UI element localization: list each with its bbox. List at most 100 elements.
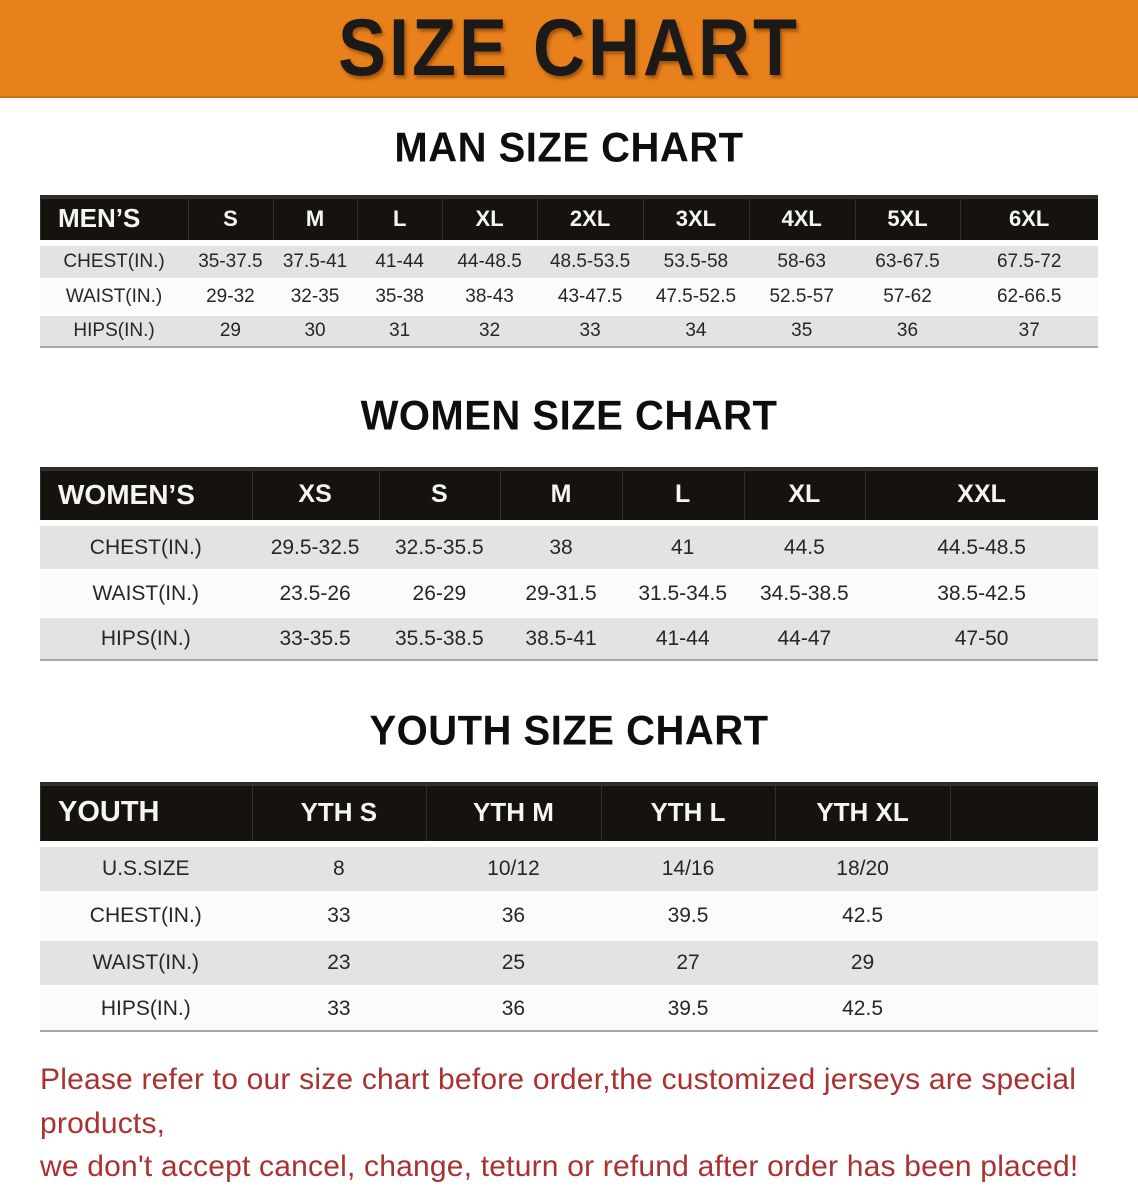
spacer-cell <box>949 844 1098 891</box>
size-cell: 10/12 <box>426 844 601 891</box>
spacer-cell <box>949 985 1098 1032</box>
size-cell: 44-48.5 <box>441 243 538 278</box>
spacer-cell <box>949 938 1098 985</box>
size-cell: 44-47 <box>743 615 866 661</box>
column-header: S <box>378 467 501 523</box>
size-cell: 39.5 <box>600 891 776 938</box>
row-label: HIPS(IN.) <box>40 615 252 661</box>
women-header-row: WOMEN’S XS S M L XL XXL <box>40 467 1098 523</box>
size-cell: 36 <box>854 313 961 348</box>
size-cell: 33 <box>251 985 427 1032</box>
men-waist-row: WAIST(IN.) 29-32 32-35 35-38 38-43 43-47… <box>40 278 1098 313</box>
disclaimer-line-1: Please refer to our size chart before or… <box>40 1063 1077 1140</box>
size-cell: 38-43 <box>441 278 538 313</box>
size-cell: 35.5-38.5 <box>378 615 501 661</box>
size-cell: 38.5-42.5 <box>865 569 1098 615</box>
size-cell: 14/16 <box>600 844 776 891</box>
size-cell: 41-44 <box>357 243 442 278</box>
column-header: 5XL <box>854 195 961 243</box>
size-cell: 26-29 <box>378 569 501 615</box>
size-cell: 57-62 <box>854 278 961 313</box>
size-cell: 36 <box>426 985 601 1032</box>
size-cell: 47.5-52.5 <box>643 278 749 313</box>
size-cell: 29-31.5 <box>500 569 622 615</box>
row-label: CHEST(IN.) <box>40 523 252 569</box>
women-chest-row: CHEST(IN.) 29.5-32.5 32.5-35.5 38 41 44.… <box>40 523 1098 569</box>
banner-title: SIZE CHART <box>338 3 800 93</box>
size-cell: 53.5-58 <box>643 243 749 278</box>
women-section-heading: WOMEN SIZE CHART <box>360 392 778 440</box>
size-cell: 32 <box>441 313 538 348</box>
size-cell: 43-47.5 <box>537 278 643 313</box>
column-header: L <box>357 195 442 243</box>
row-label: HIPS(IN.) <box>40 985 252 1032</box>
column-header: XL <box>743 467 866 523</box>
size-cell: 35 <box>748 313 855 348</box>
youth-ussize-row: U.S.SIZE 8 10/12 14/16 18/20 <box>40 844 1098 891</box>
size-cell: 32.5-35.5 <box>378 523 501 569</box>
size-cell: 42.5 <box>775 985 950 1032</box>
size-cell: 38 <box>500 523 622 569</box>
disclaimer-text: Please refer to our size chart before or… <box>40 1058 1102 1189</box>
men-section: MAN SIZE CHART MEN’S S M L XL 2XL 3XL 4X… <box>0 125 1138 348</box>
size-cell: 23 <box>251 938 427 985</box>
column-header: YTH S <box>251 782 427 844</box>
size-cell: 37.5-41 <box>272 243 358 278</box>
size-cell: 35-37.5 <box>188 243 273 278</box>
youth-waist-row: WAIST(IN.) 23 25 27 29 <box>40 938 1098 985</box>
size-cell: 52.5-57 <box>748 278 855 313</box>
youth-chest-row: CHEST(IN.) 33 36 39.5 42.5 <box>40 891 1098 938</box>
men-hips-row: HIPS(IN.) 29 30 31 32 33 34 35 36 37 <box>40 313 1098 348</box>
size-cell: 33 <box>537 313 643 348</box>
column-header: 3XL <box>643 195 749 243</box>
size-cell: 18/20 <box>775 844 950 891</box>
size-cell: 42.5 <box>775 891 950 938</box>
size-cell: 25 <box>426 938 601 985</box>
size-cell: 41 <box>621 523 744 569</box>
size-cell: 58-63 <box>748 243 855 278</box>
women-size-table: WOMEN’S XS S M L XL XXL CHEST(IN.) 29.5-… <box>40 467 1098 661</box>
column-header: 4XL <box>748 195 855 243</box>
size-cell: 36 <box>426 891 601 938</box>
women-header-label: WOMEN’S <box>40 467 252 523</box>
men-header-row: MEN’S S M L XL 2XL 3XL 4XL 5XL 6XL <box>40 195 1098 243</box>
women-hips-row: HIPS(IN.) 33-35.5 35.5-38.5 38.5-41 41-4… <box>40 615 1098 661</box>
youth-size-table: YOUTH YTH S YTH M YTH L YTH XL U.S.SIZE … <box>40 782 1098 1032</box>
column-header: M <box>500 467 622 523</box>
size-cell: 29-32 <box>188 278 273 313</box>
size-cell: 31 <box>357 313 442 348</box>
column-header: XL <box>441 195 538 243</box>
banner: SIZE CHART <box>0 0 1138 98</box>
size-cell: 29.5-32.5 <box>251 523 379 569</box>
size-cell: 32-35 <box>272 278 358 313</box>
youth-section-heading: YOUTH SIZE CHART <box>369 707 769 755</box>
size-cell: 67.5-72 <box>960 243 1098 278</box>
disclaimer-line-2: we don't accept cancel, change, teturn o… <box>40 1150 1079 1183</box>
size-cell: 37 <box>960 313 1098 348</box>
column-header: S <box>188 195 273 243</box>
column-header: L <box>621 467 744 523</box>
size-cell: 47-50 <box>865 615 1098 661</box>
size-cell: 23.5-26 <box>251 569 379 615</box>
youth-hips-row: HIPS(IN.) 33 36 39.5 42.5 <box>40 985 1098 1032</box>
spacer-cell <box>949 782 1098 844</box>
size-cell: 63-67.5 <box>854 243 961 278</box>
column-header: 2XL <box>537 195 643 243</box>
size-cell: 62-66.5 <box>960 278 1098 313</box>
size-cell: 34 <box>643 313 749 348</box>
size-cell: 30 <box>272 313 358 348</box>
women-waist-row: WAIST(IN.) 23.5-26 26-29 29-31.5 31.5-34… <box>40 569 1098 615</box>
women-section: WOMEN SIZE CHART WOMEN’S XS S M L XL XXL <box>0 392 1138 661</box>
youth-header-label: YOUTH <box>40 782 252 844</box>
youth-header-row: YOUTH YTH S YTH M YTH L YTH XL <box>40 782 1098 844</box>
size-cell: 35-38 <box>357 278 442 313</box>
spacer-cell <box>949 891 1098 938</box>
size-cell: 44.5 <box>743 523 866 569</box>
men-chest-row: CHEST(IN.) 35-37.5 37.5-41 41-44 44-48.5… <box>40 243 1098 278</box>
size-cell: 8 <box>251 844 427 891</box>
size-cell: 33-35.5 <box>251 615 379 661</box>
column-header: XS <box>251 467 379 523</box>
row-label: WAIST(IN.) <box>40 569 252 615</box>
row-label: HIPS(IN.) <box>40 313 189 348</box>
